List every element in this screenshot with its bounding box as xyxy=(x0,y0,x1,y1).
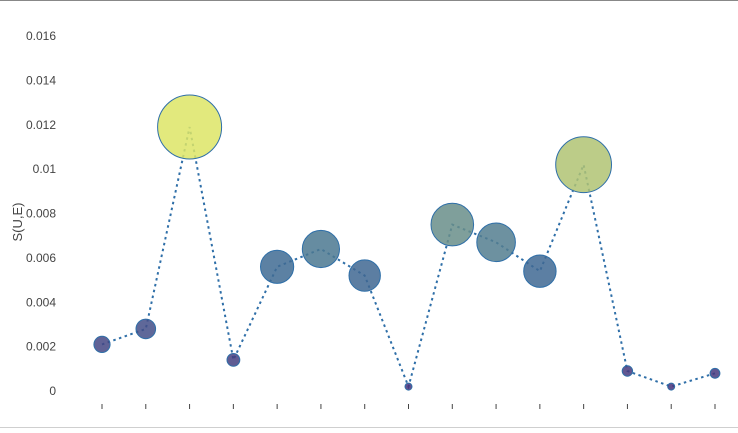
x-axis xyxy=(101,404,716,409)
data-point xyxy=(476,222,516,263)
bubbles xyxy=(93,94,721,391)
y-axis: 0 0.002 0.004 0.006 0.008 0.01 0.012 0.014 0.016 xyxy=(26,29,56,398)
data-point xyxy=(523,254,557,288)
y-tick-label: 0.014 xyxy=(26,73,56,87)
data-point xyxy=(226,353,241,367)
y-axis-label: S(U,E) xyxy=(10,203,25,242)
data-point xyxy=(667,382,676,391)
y-tick-label: 0.016 xyxy=(26,29,56,43)
data-point xyxy=(430,202,475,247)
series-line xyxy=(101,126,716,390)
data-point xyxy=(301,229,340,269)
y-tick-label: 0.002 xyxy=(26,340,56,354)
y-tick-label: 0.012 xyxy=(26,118,56,132)
data-point xyxy=(348,259,381,292)
data-point xyxy=(260,249,295,284)
data-point xyxy=(93,335,111,353)
data-point xyxy=(709,367,721,379)
data-point xyxy=(621,365,634,377)
y-tick-label: 0.006 xyxy=(26,251,56,265)
data-point xyxy=(157,94,223,160)
data-point xyxy=(404,382,413,391)
y-tick-label: 0 xyxy=(49,384,56,398)
y-tick-label: 0.01 xyxy=(33,162,57,176)
data-point xyxy=(135,318,157,340)
y-tick-label: 0.004 xyxy=(26,295,56,309)
y-tick-label: 0.008 xyxy=(26,207,56,221)
data-point xyxy=(555,136,612,194)
